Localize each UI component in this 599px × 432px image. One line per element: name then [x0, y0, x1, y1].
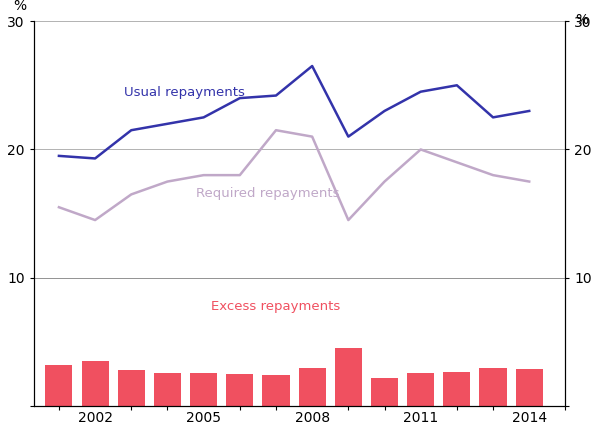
- Bar: [154, 373, 181, 406]
- Bar: [190, 373, 217, 406]
- Y-axis label: %: %: [14, 0, 27, 13]
- Bar: [226, 374, 253, 406]
- Bar: [118, 370, 145, 406]
- Bar: [371, 378, 398, 406]
- Bar: [479, 368, 507, 406]
- Text: Excess repayments: Excess repayments: [211, 300, 340, 313]
- Bar: [443, 372, 470, 406]
- Text: Usual repayments: Usual repayments: [124, 86, 245, 98]
- Y-axis label: %: %: [575, 13, 588, 27]
- Bar: [335, 349, 362, 406]
- Bar: [262, 375, 289, 406]
- Bar: [81, 361, 108, 406]
- Bar: [298, 368, 326, 406]
- Bar: [407, 373, 434, 406]
- Bar: [516, 369, 543, 406]
- Bar: [46, 365, 72, 406]
- Text: Required repayments: Required repayments: [196, 187, 340, 200]
